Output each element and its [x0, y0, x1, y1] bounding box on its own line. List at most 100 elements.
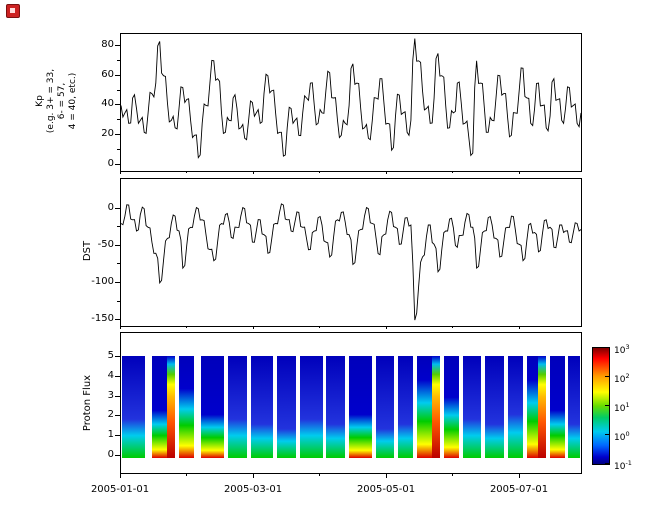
heatmap-column	[538, 356, 546, 458]
tick-mark	[117, 149, 120, 150]
tick-mark	[115, 376, 120, 377]
heatmap-column	[122, 356, 145, 458]
heatmap-gap	[564, 356, 569, 458]
heatmap-column	[432, 356, 440, 458]
colorbar-tick-label: 100	[614, 430, 630, 443]
tick-mark	[319, 171, 320, 173]
dst-ytick: -150	[91, 313, 114, 324]
proton-flux-panel	[120, 332, 582, 474]
tick-mark	[386, 473, 387, 478]
tick-mark	[452, 473, 453, 476]
heatmap-gap	[413, 356, 418, 458]
tick-mark	[117, 301, 120, 302]
heatmap-column	[549, 356, 565, 458]
heatmap-gap	[345, 356, 350, 458]
window-icon[interactable]	[6, 4, 20, 18]
tick-mark	[117, 90, 120, 91]
tick-mark	[117, 60, 120, 61]
tick-mark	[519, 473, 520, 478]
tick-mark	[115, 319, 120, 320]
xtick-date: 2005-05-01	[356, 484, 416, 495]
pf-ytick: 1	[107, 429, 114, 440]
kp-axis-label-line: 4 = 40, etc.)	[68, 72, 78, 130]
tick-mark	[115, 208, 120, 209]
dst-ytick: -100	[91, 276, 114, 287]
heatmap-column	[167, 356, 175, 458]
colorbar	[592, 347, 610, 465]
pf-ytick: 3	[107, 390, 114, 401]
heatmap-column	[277, 356, 297, 458]
heatmap-column	[299, 356, 323, 458]
heatmap-gap	[246, 356, 251, 458]
colorbar-tick-label: 103	[614, 343, 630, 356]
tick-mark	[115, 245, 120, 246]
heatmap-gap	[523, 356, 527, 458]
colorbar-tick-label: 101	[614, 401, 630, 414]
pf-ytick: 5	[107, 350, 114, 361]
dst-ytick: -50	[97, 239, 114, 250]
tick-mark	[186, 171, 187, 173]
tick-mark	[386, 326, 387, 329]
kp-axis-label-line: 6- = 57,	[57, 82, 67, 120]
heatmap-gap	[224, 356, 228, 458]
dst-axis-label: DST	[82, 240, 93, 262]
tick-mark	[115, 164, 120, 165]
heatmap-column	[178, 356, 194, 458]
tick-mark	[319, 473, 320, 476]
tick-mark	[452, 171, 453, 173]
dst-line-plot	[121, 203, 581, 321]
kp-ytick: 0	[107, 158, 114, 169]
tick-mark	[605, 376, 609, 377]
tick-mark	[115, 396, 120, 397]
xtick-date: 2005-03-01	[223, 484, 283, 495]
pf-ytick: 0	[107, 449, 114, 460]
heatmap-column	[250, 356, 274, 458]
tick-mark	[605, 434, 609, 435]
tick-mark	[117, 226, 120, 227]
heatmap-gap	[545, 356, 550, 458]
heatmap-column	[485, 356, 505, 458]
kp-ytick: 20	[101, 128, 114, 139]
tick-mark	[186, 473, 187, 476]
proton-flux-heatmap	[122, 356, 580, 458]
heatmap-gap	[458, 356, 463, 458]
kp-panel	[120, 33, 582, 172]
heatmap-column	[349, 356, 372, 458]
heatmap-column	[417, 356, 433, 458]
tick-mark	[319, 326, 320, 328]
heatmap-column	[507, 356, 524, 458]
tick-mark	[120, 326, 121, 329]
tick-mark	[115, 134, 120, 135]
heatmap-column	[227, 356, 247, 458]
heatmap-gap	[394, 356, 399, 458]
heatmap-column	[398, 356, 414, 458]
colorbar-tick-label: 10-1	[614, 459, 632, 472]
heatmap-gap	[193, 356, 202, 458]
heatmap-gap	[371, 356, 376, 458]
tick-mark	[120, 171, 121, 174]
tick-mark	[386, 171, 387, 174]
heatmap-column	[443, 356, 459, 458]
dst-series-line	[121, 203, 581, 321]
heatmap-column	[568, 356, 580, 458]
tick-mark	[186, 326, 187, 328]
kp-axis-label-line: Kp	[35, 95, 45, 107]
colorbar-tick-label: 102	[614, 372, 630, 385]
tick-mark	[115, 415, 120, 416]
tick-mark	[115, 435, 120, 436]
tick-mark	[117, 119, 120, 120]
kp-ytick: 80	[101, 39, 114, 50]
tick-mark	[115, 45, 120, 46]
heatmap-column	[326, 356, 346, 458]
tick-mark	[253, 326, 254, 329]
xtick-date: 2005-01-01	[90, 484, 150, 495]
heatmap-gap	[481, 356, 486, 458]
tick-mark	[519, 171, 520, 174]
heatmap-column	[152, 356, 168, 458]
dst-ytick: 0	[107, 202, 114, 213]
tick-mark	[452, 326, 453, 328]
dst-panel	[120, 178, 582, 327]
heatmap-column	[462, 356, 482, 458]
heatmap-gap	[504, 356, 508, 458]
